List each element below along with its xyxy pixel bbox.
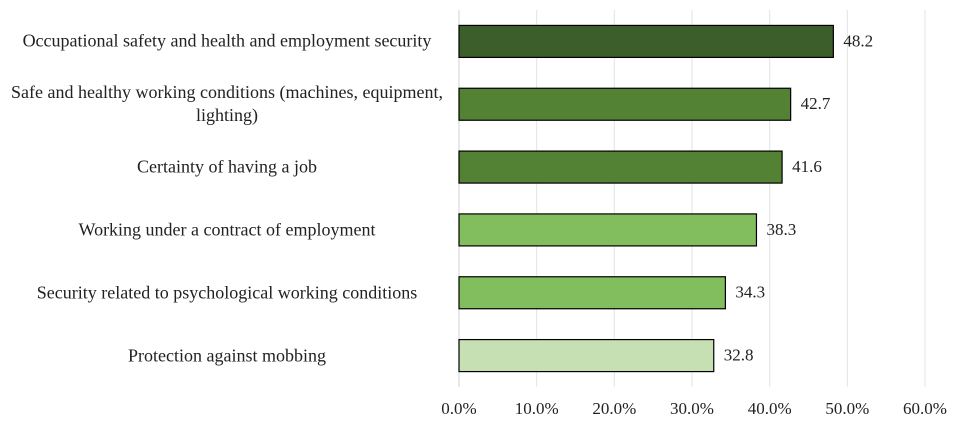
x-tick-label: 60.0% [903,399,947,418]
y-tick-label: Occupational safety and health and emplo… [22,30,432,51]
data-label: 48.2 [843,31,873,50]
y-tick-label: Certainty of having a job [137,156,317,177]
y-tick-label: Protection against mobbing [128,345,326,366]
bar [458,213,758,247]
x-tick-label: 30.0% [670,399,714,418]
x-tick-label: 40.0% [748,399,792,418]
bar [458,87,792,121]
bar [458,276,726,310]
y-tick-label: Security related to psychological workin… [36,282,418,303]
data-label: 42.7 [801,94,831,113]
y-tick-label: Working under a contract of employment [78,219,376,240]
bar [458,150,783,184]
bar [458,338,715,373]
data-label: 34.3 [735,283,765,302]
data-label: 32.8 [724,345,754,364]
x-tick-label: 10.0% [515,399,559,418]
data-label: 41.6 [792,157,822,176]
data-label: 38.3 [766,220,796,239]
bar [458,24,834,59]
x-tick-label: 50.0% [825,399,869,418]
x-tick-label: 20.0% [592,399,636,418]
x-tick-label: 0.0% [441,399,476,418]
y-tick-label: Safe and healthy working conditions (mac… [11,82,443,126]
